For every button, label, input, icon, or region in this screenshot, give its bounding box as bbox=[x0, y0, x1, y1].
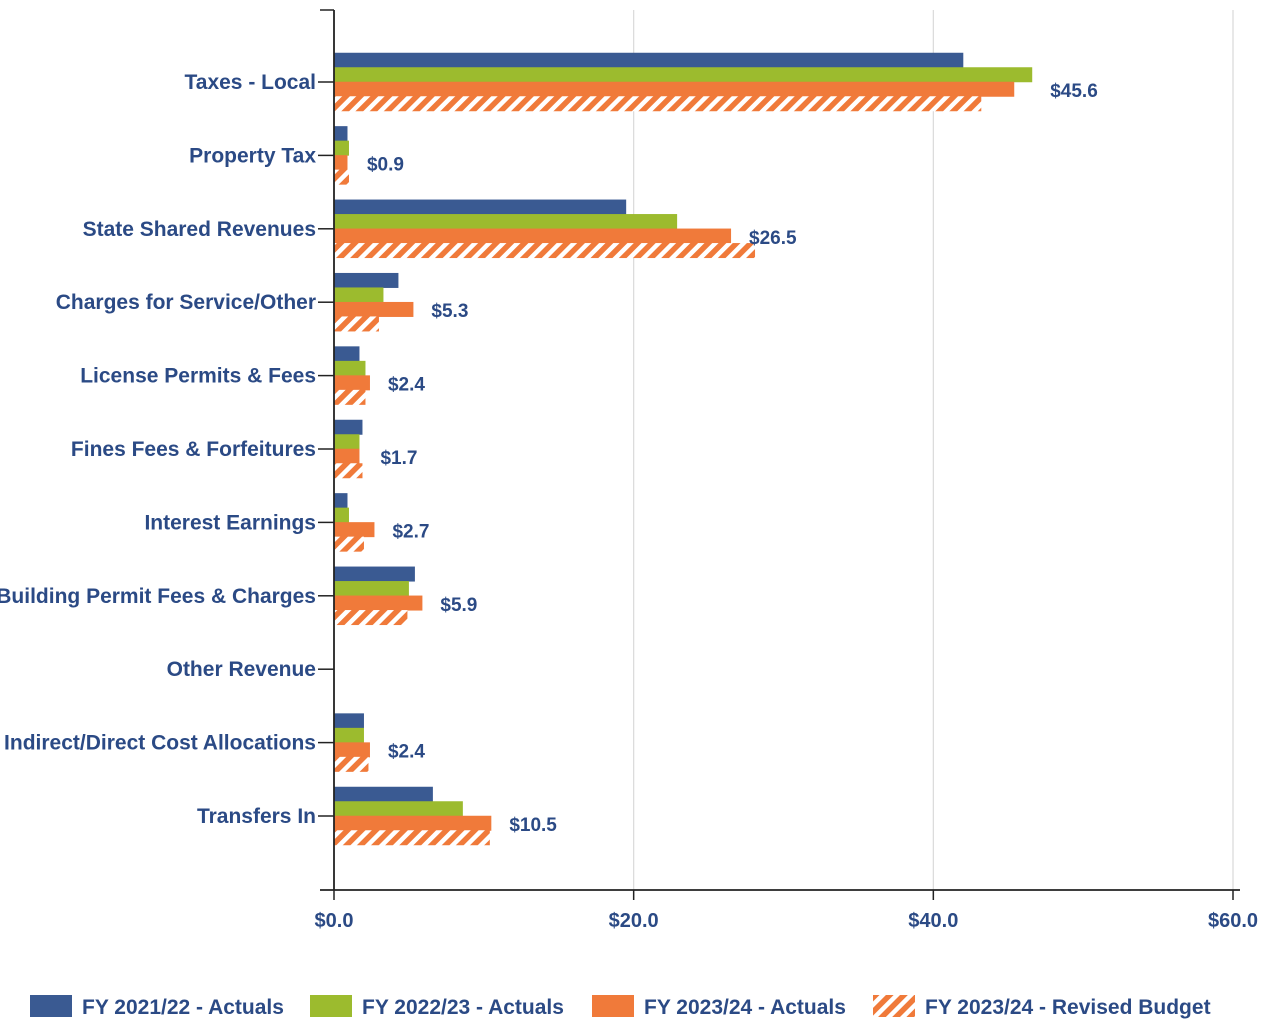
bar-interest-earnings-fy-2023-24-revised-budget bbox=[334, 536, 364, 552]
bar-indirect-direct-cost-allocations-fy-2021-22-actuals bbox=[334, 713, 364, 729]
bar-state-shared-revenues-fy-2022-23-actuals bbox=[334, 214, 678, 230]
bar-state-shared-revenues-fy-2021-22-actuals bbox=[334, 199, 627, 215]
bar-license-permits-fees-fy-2022-23-actuals bbox=[334, 360, 366, 376]
bar-fines-fees-forfeitures-fy-2023-24-actuals bbox=[334, 448, 360, 464]
bar-taxes-local-fy-2023-24-revised-budget bbox=[334, 96, 982, 112]
legend-swatch-fy-2023-24-revised-budget bbox=[873, 995, 915, 1017]
category-label-transfers-in: Transfers In bbox=[197, 805, 316, 828]
category-label-fines-fees-forfeitures: Fines Fees & Forfeitures bbox=[71, 438, 316, 461]
legend: FY 2021/22 - Actuals FY 2022/23 - Actuals… bbox=[30, 995, 1211, 1019]
bar-taxes-local-fy-2023-24-actuals bbox=[334, 81, 1015, 97]
bar-charges-for-service-other-fy-2023-24-revised-budget bbox=[334, 316, 379, 332]
data-label-charges-for-service-other: $5.3 bbox=[431, 301, 468, 322]
category-label-state-shared-revenues: State Shared Revenues bbox=[83, 218, 316, 241]
bar-property-tax-fy-2021-22-actuals bbox=[334, 126, 348, 142]
bar-transfers-in-fy-2023-24-revised-budget bbox=[334, 830, 490, 846]
bar-license-permits-fees-fy-2023-24-revised-budget bbox=[334, 389, 366, 405]
legend-item-fy-2023-24-actuals: FY 2023/24 - Actuals bbox=[592, 995, 846, 1019]
category-label-taxes-local: Taxes - Local bbox=[185, 71, 317, 94]
bar-property-tax-fy-2023-24-revised-budget bbox=[334, 169, 349, 185]
x-tick-label-60: $60.0 bbox=[1208, 910, 1258, 932]
data-label-transfers-in: $10.5 bbox=[509, 815, 557, 836]
data-label-indirect-direct-cost-allocations: $2.4 bbox=[388, 742, 425, 763]
legend-swatch-fy-2021-22-actuals bbox=[30, 995, 72, 1017]
legend-swatch-fy-2023-24-actuals bbox=[592, 995, 634, 1017]
data-label-fines-fees-forfeitures: $1.7 bbox=[380, 448, 417, 469]
category-label-building-permit-fees-charges: Building Permit Fees & Charges bbox=[0, 585, 316, 608]
bar-property-tax-fy-2022-23-actuals bbox=[334, 140, 349, 156]
data-label-interest-earnings: $2.7 bbox=[392, 521, 429, 542]
x-tick-label-20: $20.0 bbox=[609, 910, 659, 932]
legend-swatch-fy-2022-23-actuals bbox=[310, 995, 352, 1017]
bar-interest-earnings-fy-2023-24-actuals bbox=[334, 522, 375, 538]
category-label-other-revenue: Other Revenue bbox=[167, 658, 316, 681]
legend-label-fy-2022-23-actuals: FY 2022/23 - Actuals bbox=[362, 996, 564, 1019]
data-label-property-tax: $0.9 bbox=[367, 154, 404, 175]
bar-taxes-local-fy-2022-23-actuals bbox=[334, 67, 1033, 83]
category-label-property-tax: Property Tax bbox=[189, 144, 316, 167]
axes bbox=[318, 9, 1240, 900]
category-label-indirect-direct-cost-allocations: Indirect/Direct Cost Allocations bbox=[4, 732, 316, 755]
bar-building-permit-fees-charges-fy-2023-24-revised-budget bbox=[334, 610, 408, 626]
labels-layer: Taxes - Local $45.6 Property Tax $0.9 State … bbox=[0, 71, 1258, 932]
legend-label-fy-2023-24-actuals: FY 2023/24 - Actuals bbox=[644, 996, 846, 1019]
bar-indirect-direct-cost-allocations-fy-2023-24-revised-budget bbox=[334, 756, 369, 772]
data-label-state-shared-revenues: $26.5 bbox=[749, 228, 797, 249]
bar-fines-fees-forfeitures-fy-2022-23-actuals bbox=[334, 434, 360, 450]
bar-interest-earnings-fy-2022-23-actuals bbox=[334, 507, 349, 523]
bar-state-shared-revenues-fy-2023-24-revised-budget bbox=[334, 243, 756, 259]
legend-item-fy-2022-23-actuals: FY 2022/23 - Actuals bbox=[310, 995, 564, 1019]
category-label-license-permits-fees: License Permits & Fees bbox=[80, 365, 316, 388]
grid-lines bbox=[633, 10, 1234, 890]
bar-charges-for-service-other-fy-2022-23-actuals bbox=[334, 287, 384, 303]
category-label-interest-earnings: Interest Earnings bbox=[144, 511, 316, 534]
x-tick-label-40: $40.0 bbox=[908, 910, 958, 932]
bar-transfers-in-fy-2021-22-actuals bbox=[334, 786, 433, 802]
bar-building-permit-fees-charges-fy-2021-22-actuals bbox=[334, 566, 415, 582]
data-label-building-permit-fees-charges: $5.9 bbox=[440, 595, 477, 616]
bar-indirect-direct-cost-allocations-fy-2022-23-actuals bbox=[334, 727, 364, 743]
bar-license-permits-fees-fy-2021-22-actuals bbox=[334, 346, 360, 362]
legend-item-fy-2023-24-revised-budget: FY 2023/24 - Revised Budget bbox=[873, 995, 1211, 1019]
bar-fines-fees-forfeitures-fy-2021-22-actuals bbox=[334, 419, 363, 435]
bar-interest-earnings-fy-2021-22-actuals bbox=[334, 493, 348, 509]
bar-license-permits-fees-fy-2023-24-actuals bbox=[334, 375, 370, 391]
data-label-license-permits-fees: $2.4 bbox=[388, 375, 425, 396]
bar-building-permit-fees-charges-fy-2022-23-actuals bbox=[334, 581, 409, 597]
bar-indirect-direct-cost-allocations-fy-2023-24-actuals bbox=[334, 742, 370, 758]
bar-taxes-local-fy-2021-22-actuals bbox=[334, 52, 964, 68]
bar-charges-for-service-other-fy-2021-22-actuals bbox=[334, 272, 399, 288]
legend-label-fy-2023-24-revised-budget: FY 2023/24 - Revised Budget bbox=[925, 996, 1211, 1019]
bar-fines-fees-forfeitures-fy-2023-24-revised-budget bbox=[334, 463, 363, 479]
bar-building-permit-fees-charges-fy-2023-24-actuals bbox=[334, 595, 423, 611]
bar-state-shared-revenues-fy-2023-24-actuals bbox=[334, 228, 732, 244]
bars-layer bbox=[334, 52, 1033, 846]
x-tick-label-0: $0.0 bbox=[315, 910, 354, 932]
bar-charges-for-service-other-fy-2023-24-actuals bbox=[334, 301, 414, 317]
legend-item-fy-2021-22-actuals: FY 2021/22 - Actuals bbox=[30, 995, 284, 1019]
bar-property-tax-fy-2023-24-actuals bbox=[334, 155, 348, 171]
bar-transfers-in-fy-2023-24-actuals bbox=[334, 815, 492, 831]
data-label-taxes-local: $45.6 bbox=[1050, 81, 1098, 102]
bar-transfers-in-fy-2022-23-actuals bbox=[334, 801, 463, 817]
legend-label-fy-2021-22-actuals: FY 2021/22 - Actuals bbox=[82, 996, 284, 1019]
category-label-charges-for-service-other: Charges for Service/Other bbox=[56, 291, 316, 314]
